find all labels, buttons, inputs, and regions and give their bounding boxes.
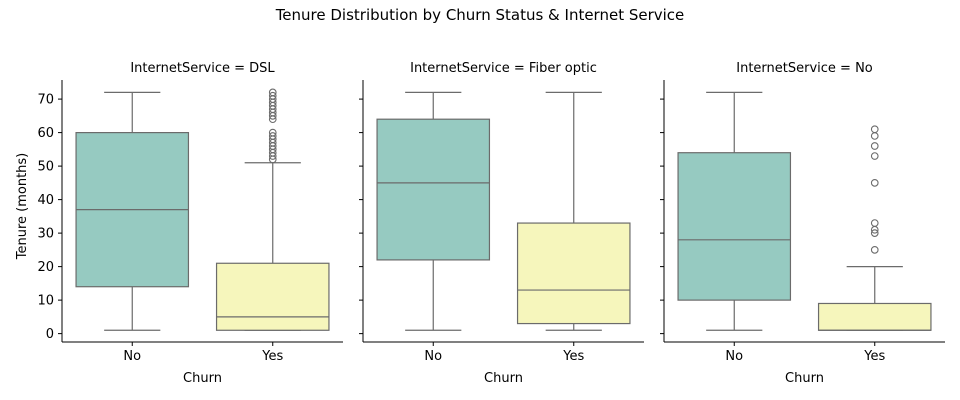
outlier-point [268, 88, 277, 97]
outlier-point [870, 229, 879, 237]
facet-panel: InternetService = Fiber optic No Yes Churn [359, 61, 644, 386]
y-tick-label: 20 [37, 260, 54, 275]
facet-panels: InternetService = DSL 0 10 20 30 40 50 60 70 No Ye… [37, 61, 945, 386]
box-no [677, 91, 792, 331]
x-tick-label: No [424, 349, 442, 364]
figure-suptitle: Tenure Distribution by Churn Status & In… [275, 6, 685, 24]
outlier-point [268, 91, 277, 100]
y-tick-label: 50 [37, 160, 54, 175]
facet-panel: InternetService = DSL 0 10 20 30 40 50 60 70 No Ye… [37, 61, 343, 386]
y-tick-label: 70 [37, 93, 54, 108]
y-tick-label: 40 [37, 193, 54, 208]
x-tick-label: No [123, 349, 141, 364]
outlier-point [268, 132, 277, 140]
x-axis-label: Churn [183, 371, 222, 386]
box-no [376, 91, 491, 331]
x-tick-label: Yes [261, 349, 283, 364]
box-yes [516, 91, 631, 331]
outlier-point [870, 179, 879, 187]
outlier-point [870, 142, 879, 150]
x-axis-label: Churn [484, 371, 523, 386]
y-tick-label: 10 [37, 294, 54, 309]
x-tick-label: Yes [863, 349, 885, 364]
box-yes [215, 88, 330, 331]
y-tick-label: 30 [37, 227, 54, 242]
x-axis-label: Churn [785, 371, 824, 386]
x-tick-label: Yes [562, 349, 584, 364]
outlier-point [870, 125, 879, 134]
outlier-point [870, 219, 879, 227]
y-tick-label: 0 [46, 327, 54, 342]
outlier-point [870, 132, 879, 140]
outlier-point [268, 128, 277, 137]
facet-title: InternetService = Fiber optic [410, 61, 597, 76]
box-iqr [376, 118, 491, 261]
box-iqr [215, 262, 330, 331]
box-iqr [817, 302, 932, 331]
facet-title: InternetService = DSL [130, 61, 275, 76]
box-yes [817, 125, 932, 331]
y-tick-label: 60 [37, 126, 54, 141]
y-axis-label: Tenure (months) [15, 153, 30, 261]
x-tick-label: No [725, 349, 743, 364]
facet-title: InternetService = No [736, 61, 873, 76]
box-iqr [677, 152, 792, 301]
box-no [75, 91, 190, 331]
facet-panel: InternetService = No No Yes Churn [660, 61, 945, 386]
outlier-point [870, 152, 879, 160]
outlier-point [870, 246, 879, 254]
box-iqr [516, 222, 631, 325]
